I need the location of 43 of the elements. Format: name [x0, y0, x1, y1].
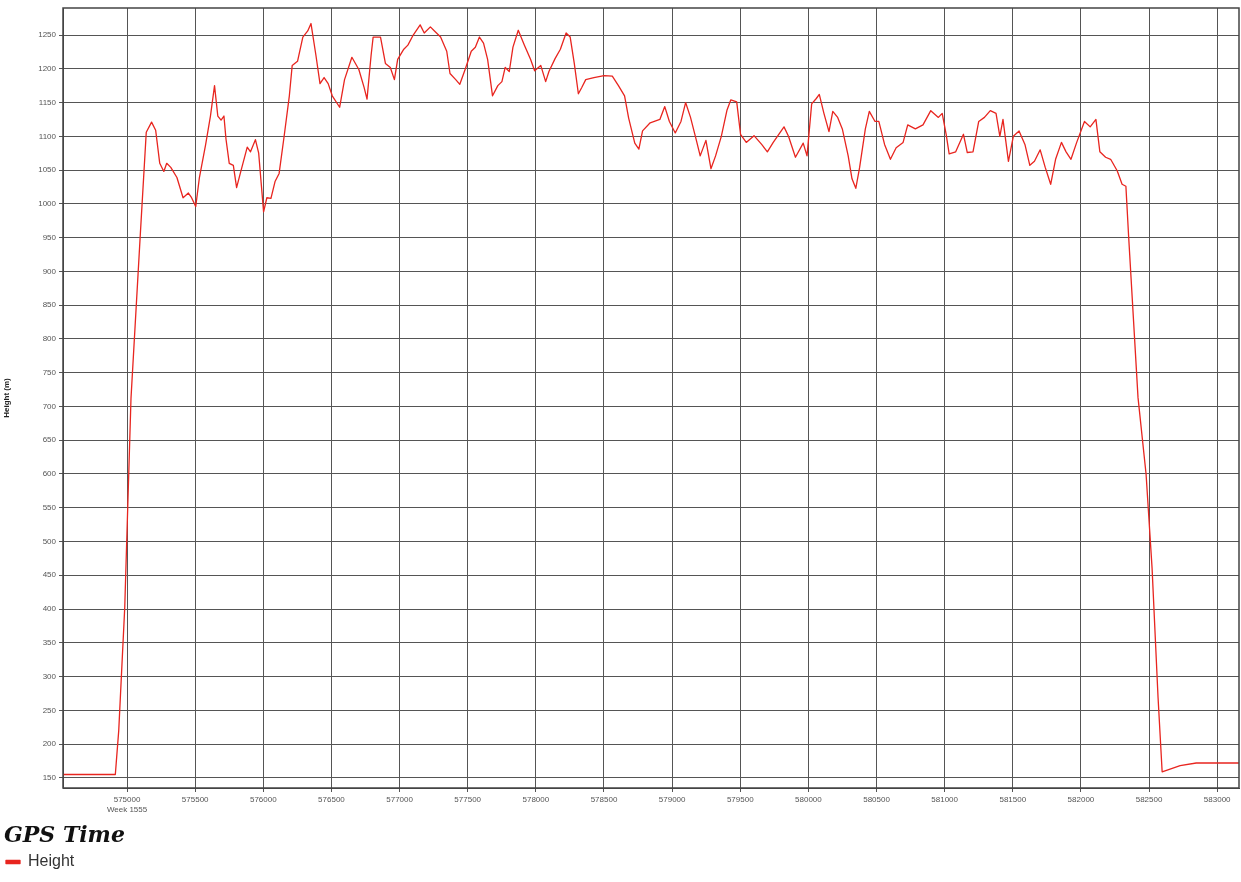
y-tick-label: 300	[42, 671, 57, 681]
y-tick-label: 500	[42, 536, 57, 546]
y-tick-label: 1100	[38, 131, 57, 141]
x-tick-label: 583000	[1203, 795, 1232, 804]
y-axis-title: Height (m)	[2, 377, 11, 418]
x-tick-label: 577000	[386, 795, 414, 804]
y-tick-label: 1200	[38, 63, 57, 73]
y-tick-label: 1050	[38, 165, 57, 175]
x-tick-label: 582500	[1135, 795, 1163, 804]
y-tick-label: 900	[42, 266, 57, 276]
y-tick-label: 800	[42, 334, 57, 344]
x-tick-label: 575000 Week 1555	[106, 795, 148, 814]
x-tick-label: 579500	[726, 795, 755, 804]
x-tick-label: 578500	[590, 795, 618, 804]
x-tick-label: 580000	[795, 795, 823, 804]
x-tick-label: 576500	[318, 795, 346, 804]
y-tick-label: 550	[42, 502, 57, 512]
x-axis-title: GPS Time	[4, 821, 125, 847]
y-tick-label: 450	[42, 570, 57, 580]
x-tick-label: 576000	[249, 795, 278, 804]
y-tick-label: 250	[42, 705, 57, 715]
y-tick-label: 850	[42, 300, 57, 310]
x-tick-label: 578000	[522, 795, 550, 804]
y-tick-label: 650	[42, 435, 57, 445]
y-tick-label: 600	[42, 469, 57, 479]
y-tick-label: 950	[42, 232, 57, 242]
legend-label: Height	[28, 852, 75, 870]
x-tick-label: 580500	[863, 795, 891, 804]
y-tick-label: 350	[42, 638, 57, 648]
x-tick-label: 582000	[1067, 795, 1095, 804]
x-tick-label: 581000	[931, 795, 959, 804]
y-tick-label: 400	[42, 604, 57, 614]
y-tick-label: 700	[42, 401, 57, 411]
y-tick-label: 150	[42, 773, 57, 783]
x-tick-label: 579000	[658, 795, 687, 804]
y-tick-label: 1000	[38, 199, 57, 209]
x-tick-label: 575500	[181, 795, 210, 804]
y-tick-label: 750	[42, 367, 57, 377]
y-tick-label: 1250	[38, 30, 57, 40]
y-tick-label: 200	[42, 739, 57, 749]
y-tick-label: 1150	[38, 97, 57, 107]
x-tick-label: 577500	[454, 795, 482, 804]
x-tick-label: 581500	[999, 795, 1027, 804]
